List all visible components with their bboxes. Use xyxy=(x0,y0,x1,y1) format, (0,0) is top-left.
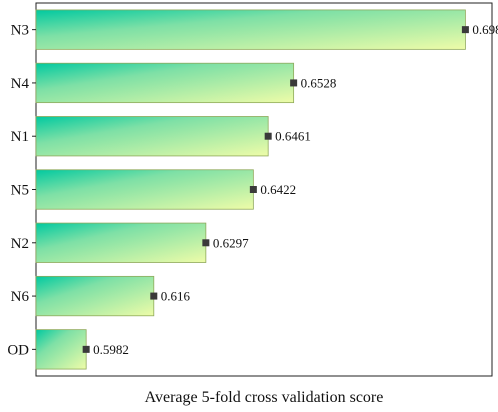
y-tick-label-od: OD xyxy=(7,342,29,358)
bar-n5 xyxy=(35,169,254,210)
marker-od xyxy=(82,345,90,353)
value-label-n5: 0.6422 xyxy=(260,182,296,197)
y-tick-label-n6: N6 xyxy=(11,289,30,305)
value-label-n3: 0.698 xyxy=(472,22,498,37)
bar-n6 xyxy=(35,275,155,317)
y-tick-label-n5: N5 xyxy=(11,183,29,199)
marker-n4 xyxy=(290,79,298,87)
bar-n2 xyxy=(35,222,207,263)
y-tick-label-n1: N1 xyxy=(11,129,29,145)
bar-n4 xyxy=(35,62,295,104)
marker-n1 xyxy=(264,132,272,140)
marker-n5 xyxy=(249,186,257,193)
y-tick-label-n2: N2 xyxy=(11,236,29,252)
x-axis-title: Average 5-fold cross validation score xyxy=(145,389,384,406)
value-label-od: 0.5982 xyxy=(93,342,129,357)
value-label-n6: 0.616 xyxy=(161,289,191,304)
value-label-n2: 0.6297 xyxy=(213,235,249,250)
value-label-n4: 0.6528 xyxy=(301,75,337,90)
y-tick-label-n3: N3 xyxy=(11,23,29,39)
value-label-n1: 0.6461 xyxy=(275,129,311,144)
marker-n6 xyxy=(150,292,158,300)
marker-n3 xyxy=(461,26,469,34)
y-tick-label-n4: N4 xyxy=(11,76,30,92)
marker-n2 xyxy=(202,239,210,247)
bar-n3 xyxy=(35,9,466,50)
bar-n1 xyxy=(35,116,269,157)
bar-od xyxy=(35,329,87,370)
